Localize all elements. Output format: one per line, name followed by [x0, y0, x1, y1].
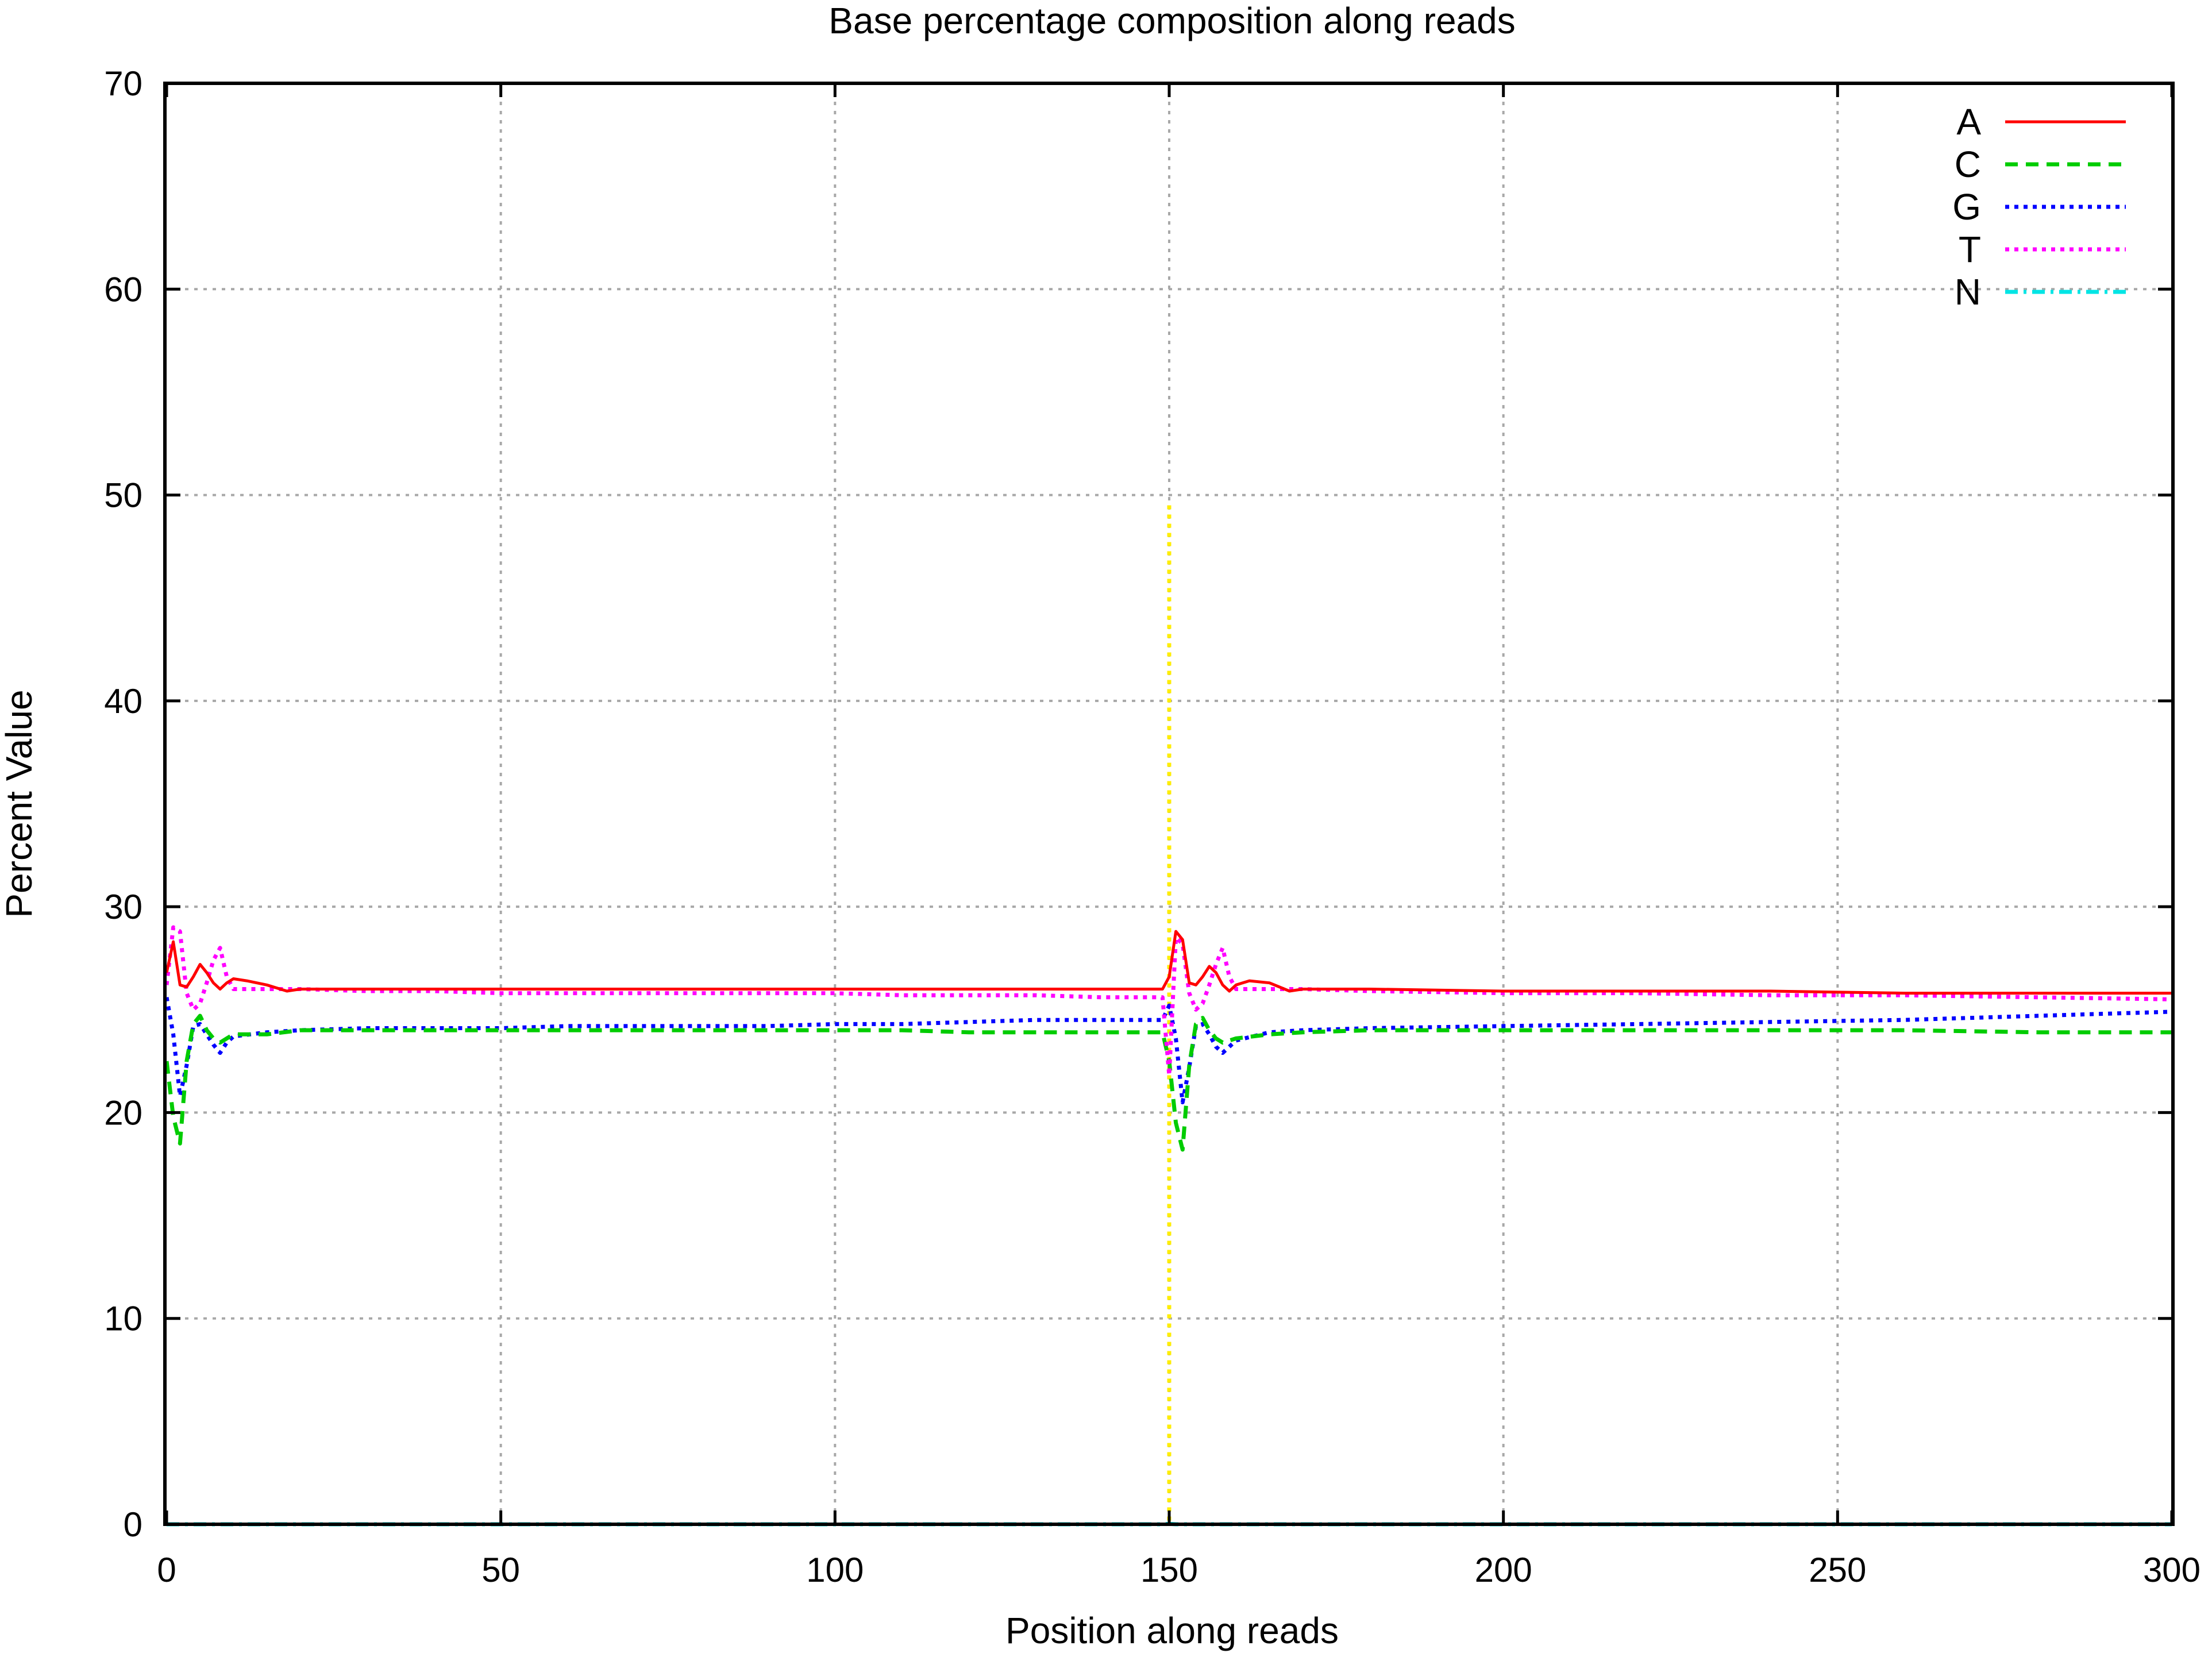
x-axis-label: Position along reads: [1005, 1610, 1339, 1651]
y-tick-label: 10: [104, 1300, 142, 1338]
y-tick-labels: 0 10 20 30 40 50 60 70: [104, 64, 142, 1544]
y-tick-label: 0: [124, 1505, 142, 1544]
series-line-g: [164, 997, 2172, 1104]
x-tick-label: 200: [1475, 1551, 1532, 1589]
x-tick-label: 0: [157, 1551, 176, 1589]
y-tick-label: 70: [104, 64, 142, 103]
series-layer: [164, 505, 2172, 1527]
y-tick-label: 50: [104, 476, 142, 515]
x-tick-label: 300: [2143, 1551, 2201, 1589]
x-tick-labels: 0 50 100 150 200 250 300: [157, 1551, 2201, 1589]
y-axis-label: Percent Value: [0, 689, 40, 918]
y-tick-label: 60: [104, 270, 142, 309]
y-tick-label: 20: [104, 1093, 142, 1132]
series-line-c: [164, 1014, 2172, 1152]
legend-label-g: G: [1952, 186, 1981, 228]
x-tick-label: 100: [806, 1551, 864, 1589]
legend-label-t: T: [1959, 229, 1981, 270]
x-tick-label: 150: [1140, 1551, 1198, 1589]
chart-title: Base percentage composition along reads: [828, 0, 1515, 41]
legend-label-n: N: [1955, 271, 1981, 313]
x-tick-label: 250: [1809, 1551, 1866, 1589]
axis-ticks: [165, 82, 2174, 1526]
y-tick-label: 30: [104, 888, 142, 926]
series-line-a: [165, 930, 2172, 995]
x-tick-label: 50: [481, 1551, 520, 1589]
legend-label-c: C: [1955, 144, 1981, 185]
legend-label-a: A: [1956, 101, 1981, 142]
y-tick-label: 40: [104, 682, 142, 720]
